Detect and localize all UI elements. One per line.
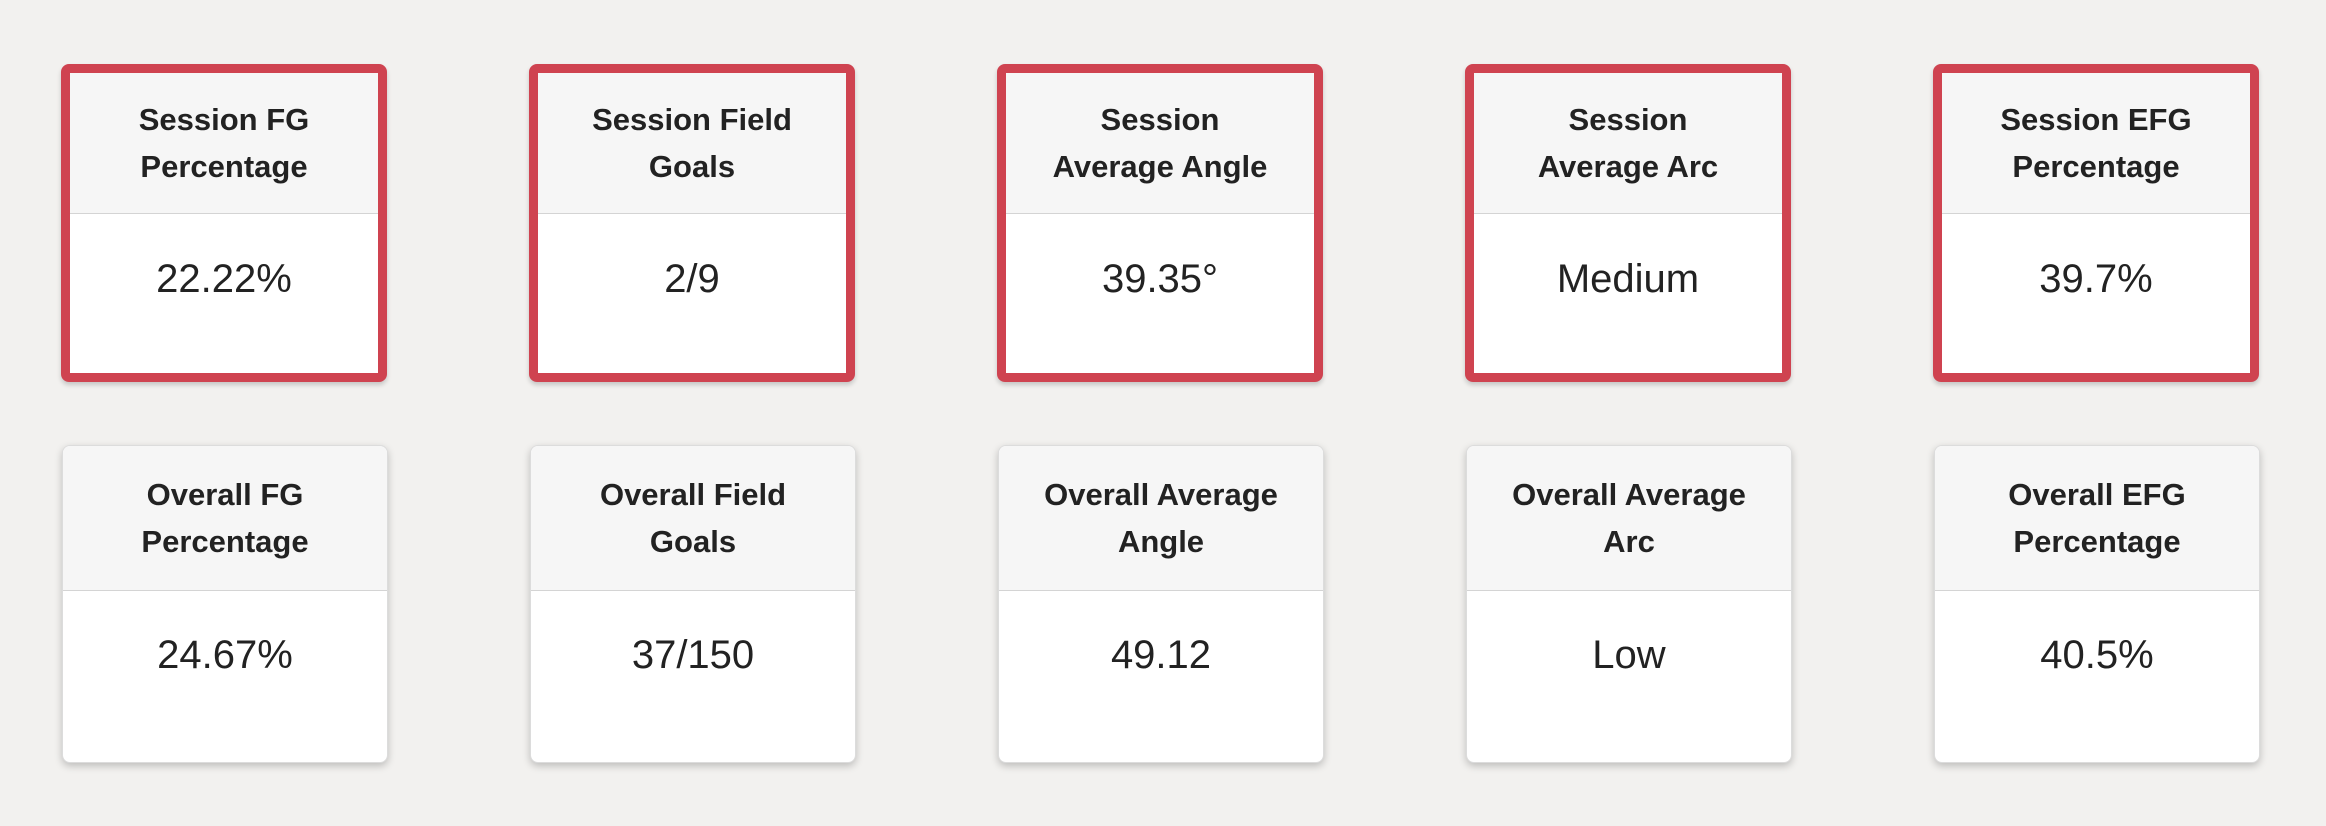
card-value: Low [1592, 632, 1666, 677]
card-title: Overall FG Percentage [141, 477, 309, 559]
card-title: Session EFG Percentage [2000, 102, 2192, 184]
card-header: Overall FG Percentage [63, 446, 387, 591]
card-header: Overall Average Angle [999, 446, 1323, 591]
card-value: 37/150 [631, 632, 755, 677]
session-average-angle-card: Session Average Angle 39.35° [997, 64, 1323, 382]
card-value: 49.12 [1110, 632, 1212, 677]
card-header: Overall EFG Percentage [1935, 446, 2259, 591]
session-average-arc-card: Session Average Arc Medium [1465, 64, 1791, 382]
card-title: Session Field Goals [592, 102, 792, 184]
card-title: Session Average Angle [1052, 102, 1268, 184]
card-value: 39.7% [2039, 256, 2153, 301]
session-field-goals-card: Session Field Goals 2/9 [529, 64, 855, 382]
card-header: Session EFG Percentage [1942, 73, 2250, 214]
card-title: Session Average Arc [1537, 102, 1719, 184]
overall-average-arc-card: Overall Average Arc Low [1466, 445, 1792, 763]
card-title: Overall Average Arc [1512, 477, 1746, 559]
card-header: Session FG Percentage [70, 73, 378, 214]
overall-fg-percentage-card: Overall FG Percentage 24.67% [62, 445, 388, 763]
card-title: Overall Field Goals [599, 477, 787, 559]
card-value: 40.5% [2040, 632, 2154, 677]
overall-field-goals-card: Overall Field Goals 37/150 [530, 445, 856, 763]
card-value: 39.35° [1101, 256, 1219, 301]
card-title: Overall Average Angle [1044, 477, 1278, 559]
card-header: Session Field Goals [538, 73, 846, 214]
card-title: Overall EFG Percentage [2008, 477, 2186, 559]
card-value: 24.67% [157, 632, 293, 677]
session-efg-percentage-card: Session EFG Percentage 39.7% [1933, 64, 2259, 382]
card-value: Medium [1556, 256, 1700, 301]
card-value: 22.22% [156, 256, 292, 301]
card-title: Session FG Percentage [138, 102, 310, 184]
card-header: Overall Field Goals [531, 446, 855, 591]
overall-average-angle-card: Overall Average Angle 49.12 [998, 445, 1324, 763]
card-header: Overall Average Arc [1467, 446, 1791, 591]
card-header: Session Average Arc [1474, 73, 1782, 214]
card-value: 2/9 [664, 256, 720, 301]
session-fg-percentage-card: Session FG Percentage 22.22% [61, 64, 387, 382]
overall-efg-percentage-card: Overall EFG Percentage 40.5% [1934, 445, 2260, 763]
card-header: Session Average Angle [1006, 73, 1314, 214]
